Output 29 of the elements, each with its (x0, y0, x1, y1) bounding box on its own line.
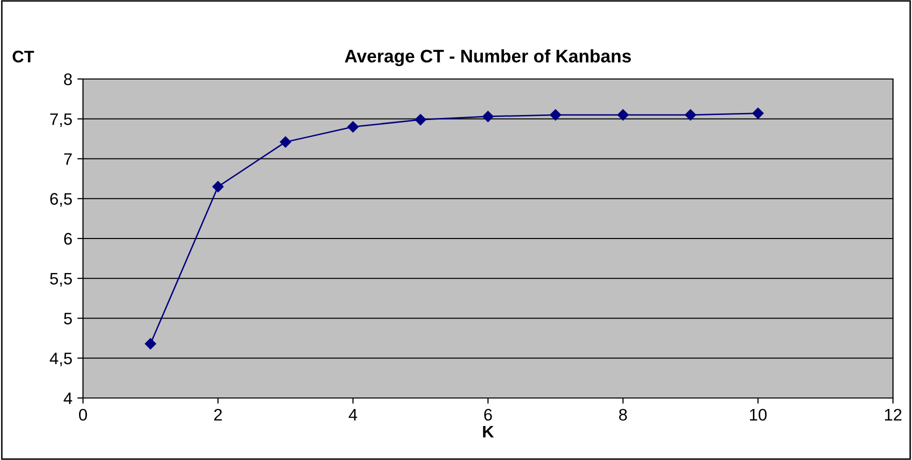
y-tick-label: 4 (64, 392, 72, 404)
point (684, 109, 696, 120)
point (212, 181, 224, 192)
y-tick-label: 4,5 (50, 352, 72, 366)
x-tick-label: 10 (750, 408, 767, 421)
point (550, 109, 562, 120)
y-tick-label: 5,5 (50, 272, 72, 287)
x-axis-title: K (483, 426, 494, 438)
y-tick-label: 5 (64, 312, 72, 324)
x-tick-label: 4 (348, 409, 358, 420)
y-tick-label: 6 (64, 232, 72, 245)
chart-title: Average CT - Number of Kanbans (344, 49, 631, 66)
point (144, 338, 156, 350)
point (280, 136, 292, 148)
x-tick-label: 8 (619, 408, 627, 421)
point (482, 110, 494, 122)
x-tick-label: 6 (484, 408, 492, 421)
point (347, 121, 359, 132)
y-tick-label: 7 (64, 153, 72, 165)
point (752, 108, 764, 119)
x-tick-label: 12 (885, 408, 902, 420)
x-tick-label: 0 (79, 408, 87, 421)
point (617, 109, 629, 120)
x-tick-label: 2 (214, 408, 222, 420)
y-tick-label: 6,5 (50, 193, 72, 207)
point (414, 114, 426, 126)
y-axis-title: CT (12, 50, 34, 62)
y-tick-label: 8 (64, 73, 72, 86)
y-tick-label: 7,5 (50, 113, 72, 128)
